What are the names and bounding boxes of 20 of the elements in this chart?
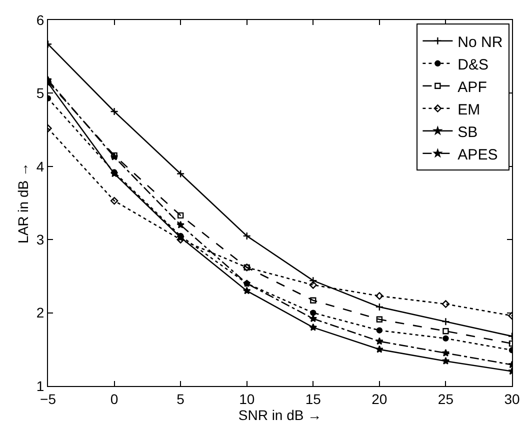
y-axis-title: LAR in dB → [15,162,32,244]
x-tick-label: 30 [504,390,520,407]
y-tick-label: 5 [36,85,44,102]
x-tick-label: 5 [176,390,185,407]
x-tick-label: 25 [438,390,454,407]
legend-label: APF [458,78,487,96]
x-tick-label: 0 [110,390,118,407]
x-axis-title: SNR in dB → [238,406,322,423]
y-tick-label: 2 [36,304,44,321]
legend-label: SB [458,124,478,141]
y-tick-label: 6 [36,12,44,28]
x-tick-label: 10 [239,390,255,407]
y-tick-label: 4 [36,158,44,174]
legend-label: EM [458,101,480,118]
legend-label: APES [458,146,498,164]
x-tick-label: 20 [372,390,388,407]
y-tick-label: 3 [36,232,44,248]
legend-label: D&S [458,56,489,74]
legend-label: No NR [458,34,503,51]
x-tick-label: 15 [305,390,322,407]
